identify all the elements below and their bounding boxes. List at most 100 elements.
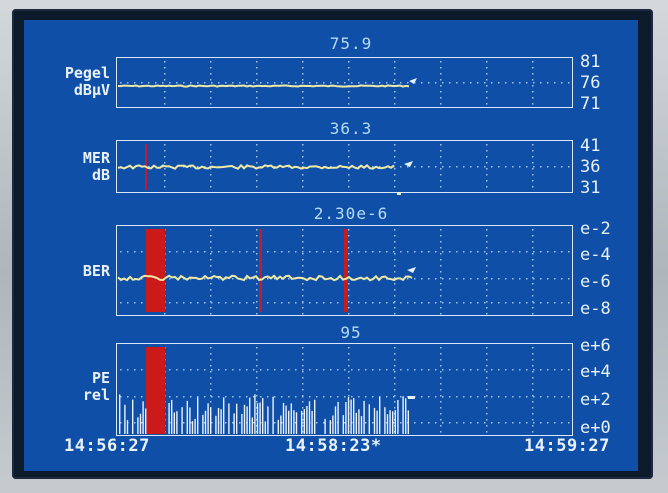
grid-dot xyxy=(394,174,396,176)
grid-dot xyxy=(302,79,304,81)
time-start: 14:56:27 xyxy=(64,436,150,456)
grid-dot xyxy=(386,422,388,424)
grid-dot xyxy=(394,353,396,355)
grid-dot xyxy=(210,347,212,349)
grid-dot xyxy=(532,253,534,255)
grid-dot xyxy=(440,371,442,373)
grid-dot xyxy=(256,91,258,93)
grid-dot xyxy=(211,302,213,304)
grid-dot xyxy=(477,396,479,398)
grid-dot xyxy=(210,253,212,255)
grid-dot xyxy=(210,241,212,243)
grid-dot xyxy=(561,82,563,84)
grid-dot xyxy=(435,396,437,398)
grid-dot xyxy=(477,369,479,371)
grid-dot xyxy=(288,369,290,371)
grid-dot xyxy=(519,422,521,424)
grid-dot xyxy=(498,396,500,398)
pe-bar xyxy=(254,394,256,434)
grid-dot xyxy=(486,371,488,373)
grid-dot xyxy=(281,302,283,304)
grid-dot xyxy=(210,295,212,297)
grid-dot xyxy=(393,278,395,280)
grid-dot xyxy=(532,241,534,243)
grid-dot xyxy=(256,401,258,403)
grid-dot xyxy=(256,247,258,249)
pe-bar xyxy=(334,406,337,434)
grid-dot xyxy=(561,166,563,168)
grid-dot xyxy=(440,301,442,303)
grid-dot xyxy=(540,302,542,304)
grid-dot xyxy=(302,150,304,152)
grid-dot xyxy=(532,371,534,373)
grid-dot xyxy=(218,278,220,280)
grid-dot xyxy=(456,396,458,398)
grid-dot xyxy=(532,150,534,152)
grid-dot xyxy=(246,251,248,253)
grid-dot xyxy=(232,396,234,398)
grid-dot xyxy=(372,396,374,398)
pe-bar xyxy=(290,403,292,434)
pe-bar xyxy=(204,410,207,434)
ber-cursor-marker xyxy=(407,267,416,273)
grid-dot xyxy=(348,180,350,182)
grid-dot xyxy=(256,377,258,379)
grid-dot xyxy=(440,407,442,409)
grid-dot xyxy=(348,347,350,349)
grid-dot xyxy=(486,407,488,409)
grid-dot xyxy=(348,295,350,297)
grid-dot xyxy=(440,377,442,379)
grid-dot xyxy=(256,67,258,69)
grid-dot xyxy=(498,302,500,304)
grid-dot xyxy=(540,369,542,371)
grid-dot xyxy=(302,383,304,385)
grid-dot xyxy=(211,422,213,424)
grid-dot xyxy=(348,241,350,243)
grid-dot xyxy=(302,144,304,146)
grid-dot xyxy=(309,82,311,84)
pe-bar xyxy=(191,421,194,434)
pe-tick: e+0 xyxy=(580,418,611,438)
grid-dot xyxy=(218,396,220,398)
grid-dot xyxy=(348,353,350,355)
grid-dot xyxy=(470,166,472,168)
pe-bar xyxy=(332,415,334,434)
grid-dot xyxy=(532,168,534,170)
grid-dot xyxy=(348,371,350,373)
grid-dot xyxy=(440,431,442,433)
grid-dot xyxy=(302,295,304,297)
grid-dot xyxy=(316,302,318,304)
grid-dot xyxy=(486,283,488,285)
grid-dot xyxy=(532,407,534,409)
pe-bar xyxy=(228,403,230,434)
grid-dot xyxy=(302,425,304,427)
grid-dot xyxy=(302,396,304,398)
pegel-trace xyxy=(117,84,410,88)
grid-dot xyxy=(394,395,396,397)
grid-dot xyxy=(210,103,212,105)
grid-dot xyxy=(512,82,514,84)
grid-dot xyxy=(440,103,442,105)
grid-dot xyxy=(210,91,212,93)
grid-dot xyxy=(414,422,416,424)
grid-dot xyxy=(302,347,304,349)
grid-dot xyxy=(246,369,248,371)
grid-dot xyxy=(210,307,212,309)
grid-dot xyxy=(532,425,534,427)
grid-dot xyxy=(540,251,542,253)
grid-dot xyxy=(477,82,479,84)
grid-dot xyxy=(540,278,542,280)
grid-dot xyxy=(505,278,507,280)
grid-dot xyxy=(232,302,234,304)
grid-dot xyxy=(486,85,488,87)
grid-dot xyxy=(486,103,488,105)
grid-dot xyxy=(532,377,534,379)
ber-tick: e-8 xyxy=(580,299,611,319)
grid-dot xyxy=(372,302,374,304)
grid-dot xyxy=(440,359,442,361)
grid-dot xyxy=(358,82,360,84)
grid-dot xyxy=(440,289,442,291)
pe-bar xyxy=(306,406,308,434)
meter-display: 75.9 36.3 2.30e-6 95 Pegel dBµV MER dB B… xyxy=(24,20,638,471)
grid-dot xyxy=(348,91,350,93)
